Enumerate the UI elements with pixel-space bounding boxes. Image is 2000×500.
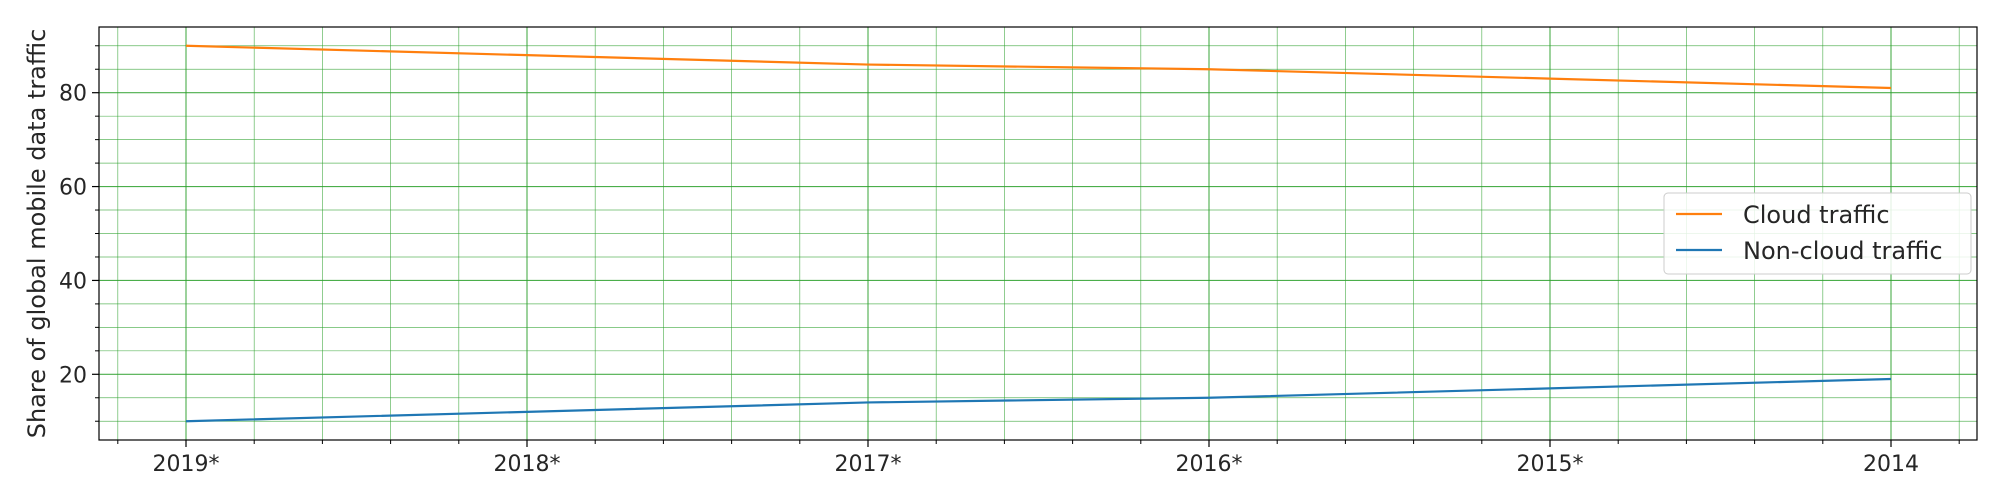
plot-frame: [98, 26, 1978, 441]
y-tick-label: 80: [59, 82, 87, 107]
series-line-non-cloud-traffic: [185, 377, 1892, 423]
x-tick-label: 2015*: [1517, 452, 1584, 477]
axis-ticks: 20 40 60 80 2019* 2018* 2017* 2016* 2015* 2014: [59, 45, 1960, 477]
x-tick-label: 2014: [1863, 452, 1919, 477]
x-tick-label: 2017*: [835, 452, 902, 477]
legend: Cloud traffic Non-cloud traffic: [1663, 192, 1972, 275]
x-tick-label: 2019*: [153, 452, 220, 477]
y-tick-label: 60: [59, 176, 87, 201]
series-lines: [185, 44, 1892, 423]
y-tick-label: 40: [59, 269, 87, 294]
x-tick-label: 2018*: [494, 452, 561, 477]
x-tick-label: 2016*: [1176, 452, 1243, 477]
legend-label: Non-cloud traffic: [1743, 237, 1943, 265]
series-line-cloud-traffic: [185, 44, 1892, 90]
legend-label: Cloud traffic: [1743, 201, 1890, 229]
y-tick-label: 20: [59, 363, 87, 388]
legend-box: [1663, 192, 1972, 275]
y-axis-label: Share of global mobile data traffic: [23, 29, 51, 439]
